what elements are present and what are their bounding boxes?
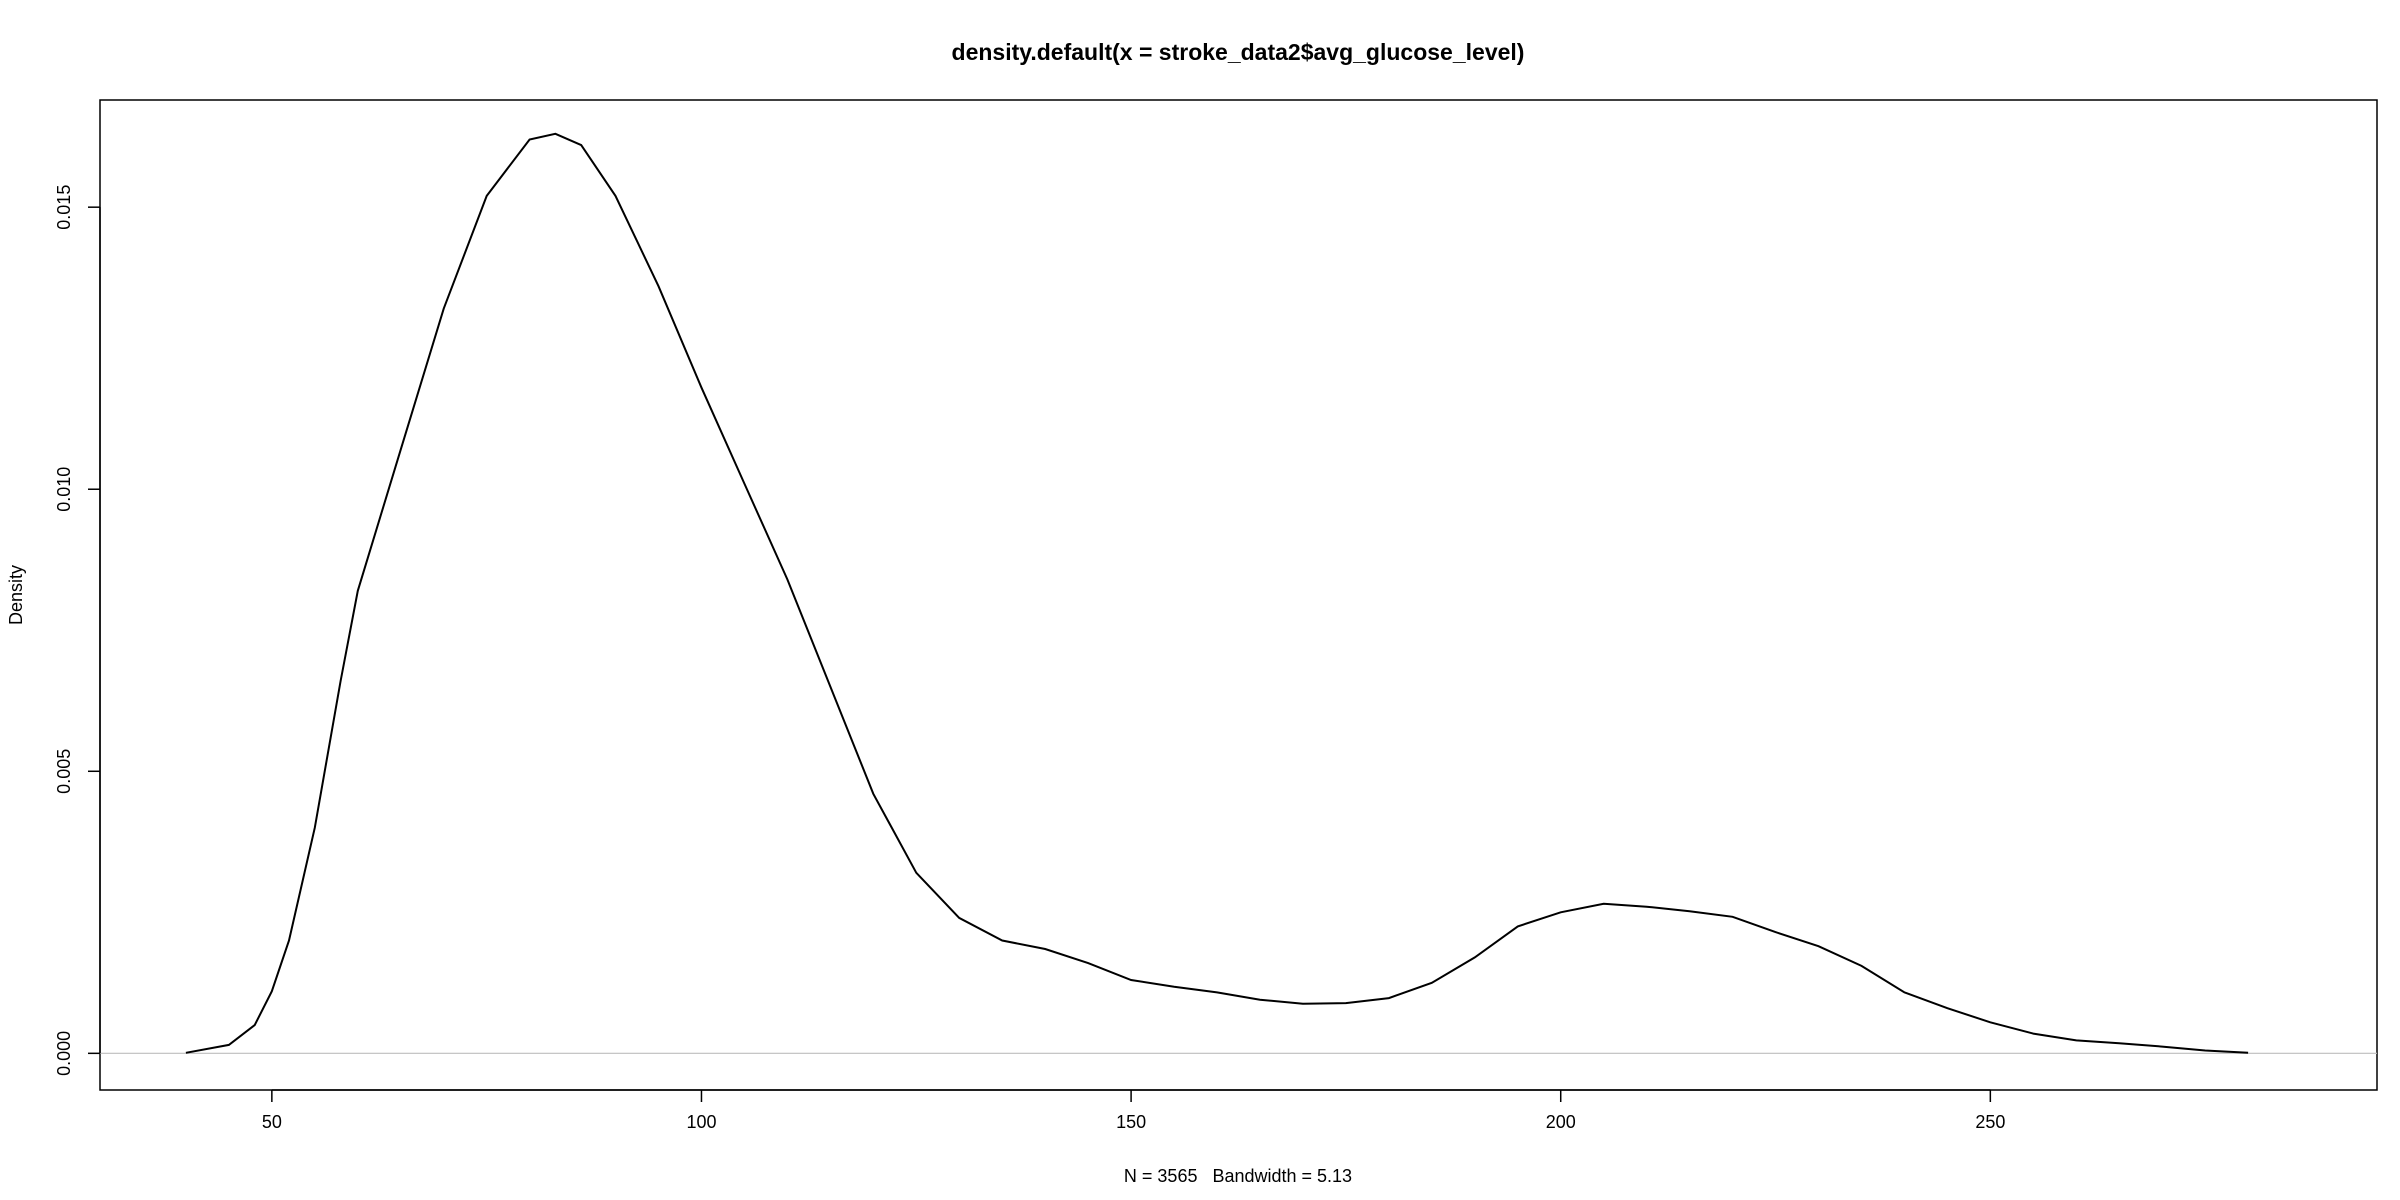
- x-tick-label: 250: [1975, 1112, 2005, 1132]
- x-tick-label: 50: [262, 1112, 282, 1132]
- x-tick-label: 100: [686, 1112, 716, 1132]
- chart-title: density.default(x = stroke_data2$avg_glu…: [952, 39, 1525, 65]
- y-axis-label: Density: [6, 565, 26, 625]
- x-tick-label: 200: [1546, 1112, 1576, 1132]
- x-tick-label: 150: [1116, 1112, 1146, 1132]
- y-tick-label: 0.010: [54, 467, 74, 512]
- y-tick-label: 0.005: [54, 749, 74, 794]
- x-axis-label: N = 3565 Bandwidth = 5.13: [1124, 1166, 1352, 1186]
- plot-frame: [99, 99, 2378, 1091]
- y-tick-label: 0.015: [54, 185, 74, 230]
- y-tick-label: 0.000: [54, 1031, 74, 1076]
- x-axis: 50 100 150 200 250: [262, 1089, 2005, 1132]
- density-curve: [185, 132, 2249, 1054]
- y-axis: 0.000 0.005 0.010 0.015: [54, 185, 101, 1076]
